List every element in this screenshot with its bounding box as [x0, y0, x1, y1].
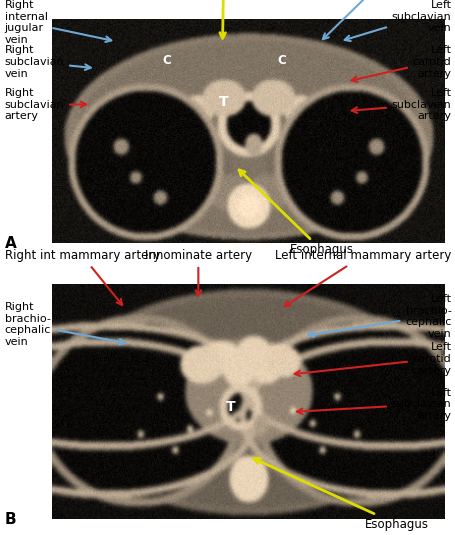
Text: Left
carotid
artery: Left carotid artery: [351, 45, 450, 82]
Text: Right int mammary artery: Right int mammary artery: [5, 249, 160, 305]
Text: Left
subclavian
vein: Left subclavian vein: [344, 0, 450, 41]
Text: Left
brachio-
cephalic
vein: Left brachio- cephalic vein: [308, 294, 450, 339]
Text: Right
subclavian
artery: Right subclavian artery: [5, 88, 86, 121]
Text: T: T: [218, 95, 228, 109]
Text: Left internal mammary artery: Left internal mammary artery: [274, 249, 450, 306]
Text: Thyroid gland: Thyroid gland: [182, 0, 263, 39]
Text: Right
internal
jugular
vein: Right internal jugular vein: [5, 0, 111, 45]
Text: Esophagus: Esophagus: [238, 170, 353, 256]
Text: Esophagus: Esophagus: [253, 458, 428, 531]
Text: Left
carotid
artery: Left carotid artery: [294, 342, 450, 376]
Text: Left internal jugular vein: Left internal jugular vein: [304, 0, 441, 39]
Text: Right
subclavian
vein: Right subclavian vein: [5, 45, 91, 79]
Text: T: T: [225, 400, 235, 414]
Text: A: A: [5, 236, 16, 251]
Text: B: B: [5, 512, 16, 527]
Text: C: C: [277, 54, 286, 67]
Text: Right
brachio-
cephalic
vein: Right brachio- cephalic vein: [5, 302, 125, 347]
Text: Left
subclavian
artery: Left subclavian artery: [351, 88, 450, 121]
Text: Left
subclavian
artery: Left subclavian artery: [296, 388, 450, 421]
Text: C: C: [162, 54, 171, 67]
Text: Innominate artery: Innominate artery: [145, 249, 251, 296]
